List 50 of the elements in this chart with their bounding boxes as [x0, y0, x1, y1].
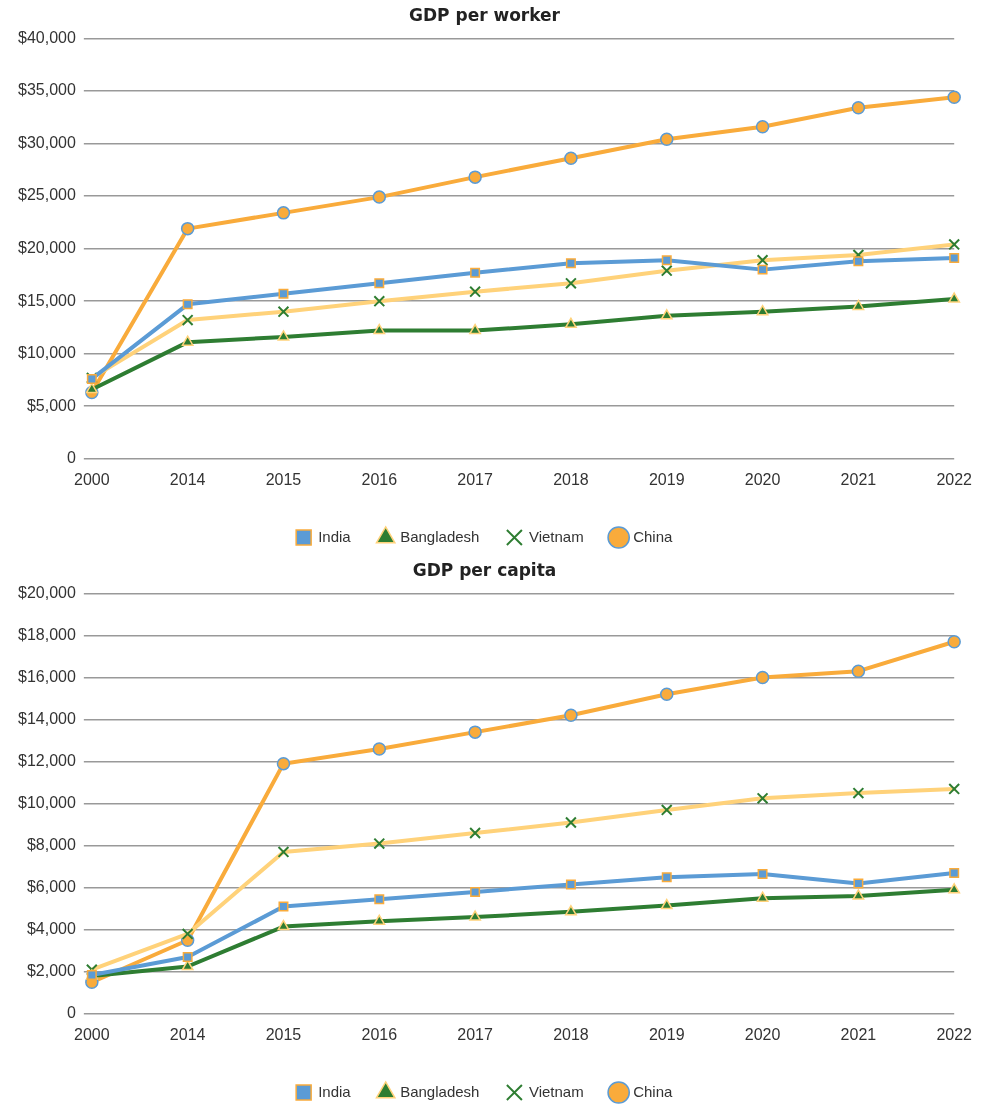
y-tick-label: $40,000: [17, 28, 76, 46]
y-tick-label: $10,000: [17, 794, 76, 812]
x-tick-label: 2015: [265, 470, 302, 488]
chart-title: GDP per capita: [412, 559, 557, 580]
x-tick-label: 2000: [74, 1025, 110, 1043]
y-tick-label: $35,000: [17, 81, 76, 99]
y-tick-label: $15,000: [17, 291, 76, 309]
x-tick-label: 2021: [840, 470, 877, 488]
y-tick-label: $6,000: [26, 878, 76, 896]
legend-label: China: [633, 1082, 674, 1100]
y-tick-label: $14,000: [17, 709, 76, 727]
y-tick-label: $30,000: [17, 133, 76, 151]
y-tick-label: 0: [66, 1004, 76, 1022]
y-tick-label: $16,000: [17, 667, 76, 685]
x-tick-label: 2014: [169, 470, 206, 488]
x-tick-label: 2021: [840, 1025, 877, 1043]
x-tick-label: 2017: [457, 1025, 494, 1043]
chart-title: GDP per worker: [409, 4, 561, 25]
x-tick-label: 2000: [74, 470, 110, 488]
legend-label: Bangladesh: [400, 527, 480, 545]
y-tick-label: 0: [66, 449, 76, 467]
y-tick-label: $8,000: [26, 836, 76, 854]
y-tick-label: $2,000: [26, 962, 76, 980]
y-tick-label: $20,000: [17, 239, 76, 257]
y-tick-label: $12,000: [17, 751, 76, 769]
legend-label: India: [318, 1082, 352, 1100]
y-tick-label: $10,000: [17, 344, 76, 362]
x-tick-label: 2015: [265, 1025, 302, 1043]
x-tick-label: 2019: [648, 1025, 685, 1043]
x-tick-label: 2020: [744, 1025, 781, 1043]
x-tick-label: 2022: [936, 470, 973, 488]
y-tick-label: $20,000: [17, 583, 76, 601]
legend-label: Bangladesh: [400, 1082, 480, 1100]
x-tick-label: 2014: [169, 1025, 206, 1043]
legend-label: Vietnam: [528, 1082, 584, 1100]
y-tick-label: $18,000: [17, 625, 76, 643]
x-tick-label: 2016: [361, 1025, 398, 1043]
y-tick-label: $25,000: [17, 186, 76, 204]
legend-label: China: [633, 527, 674, 545]
x-tick-label: 2022: [936, 1025, 973, 1043]
x-tick-label: 2019: [648, 470, 685, 488]
x-tick-label: 2018: [553, 470, 589, 488]
y-tick-label: $5,000: [26, 396, 76, 414]
x-tick-label: 2020: [744, 470, 781, 488]
x-tick-label: 2017: [457, 470, 494, 488]
legend-label: India: [318, 527, 352, 545]
legend-label: Vietnam: [528, 527, 584, 545]
x-tick-label: 2018: [553, 1025, 589, 1043]
x-tick-label: 2016: [361, 470, 398, 488]
y-tick-label: $4,000: [26, 920, 76, 938]
